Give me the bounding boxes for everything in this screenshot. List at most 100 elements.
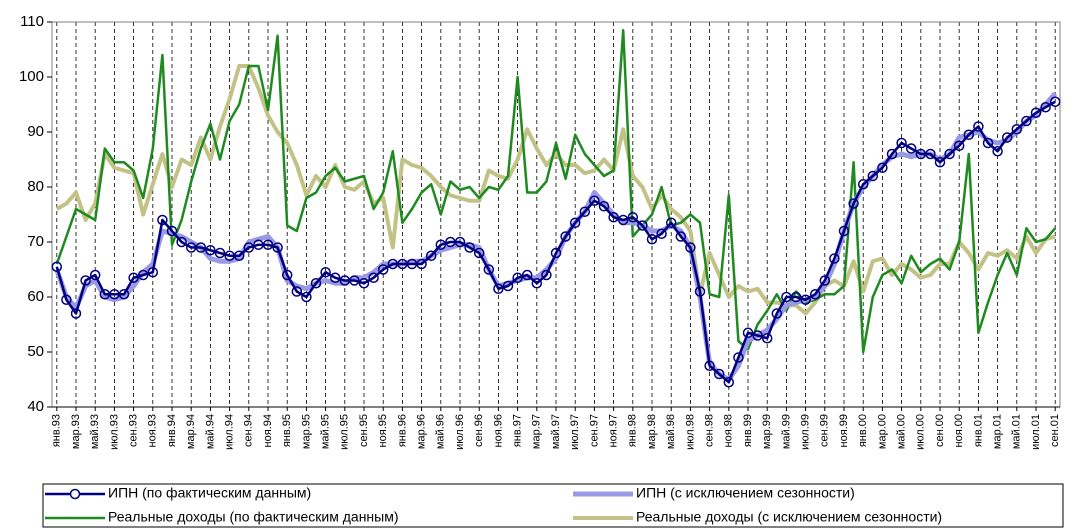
x-tick-label: сен.01 (1049, 414, 1061, 447)
x-tick-label: янв.98 (627, 414, 639, 447)
point (704, 360, 715, 371)
point (195, 242, 207, 253)
point (541, 269, 552, 281)
x-tick-label: янв.97 (512, 414, 524, 447)
x-tick-label: май.93 (89, 414, 101, 449)
point (349, 275, 360, 286)
point (752, 330, 763, 341)
x-tick-label: ноя.99 (838, 414, 850, 447)
point (329, 272, 341, 283)
x-tick-label: май.98 (665, 414, 677, 449)
point (358, 278, 370, 289)
point (656, 228, 667, 239)
point (377, 264, 389, 275)
x-tick-label: май.97 (550, 414, 562, 449)
x-tick-label: янв.93 (51, 414, 63, 447)
x-tick-label: июл.94 (224, 414, 236, 450)
point (425, 250, 437, 261)
x-tick-label: июл.93 (108, 414, 120, 450)
point (262, 239, 274, 250)
x-tick-label: мар.94 (185, 414, 197, 449)
x-tick-label: мар.98 (646, 414, 658, 449)
point (137, 269, 149, 281)
point (953, 140, 965, 151)
point (944, 148, 955, 160)
point (281, 269, 293, 281)
point (118, 289, 130, 300)
point (233, 250, 245, 261)
point (617, 214, 629, 226)
x-tick-label: июл.95 (339, 414, 351, 450)
point (301, 291, 312, 303)
point (627, 212, 639, 223)
point (550, 247, 562, 259)
point (243, 242, 255, 253)
point (1021, 115, 1032, 127)
x-tick-label: май.99 (780, 414, 792, 449)
point (809, 289, 821, 300)
x-tick-label: мар.00 (876, 414, 888, 449)
point (214, 247, 226, 259)
point (147, 267, 159, 278)
point (320, 267, 331, 278)
point (925, 148, 936, 160)
point (473, 247, 485, 259)
legend-label: ИПН (с исключением сезонности) (636, 485, 855, 501)
point (723, 377, 735, 388)
point (877, 162, 888, 173)
point (598, 201, 610, 212)
point (70, 308, 82, 319)
x-tick-label: сен.94 (243, 414, 255, 447)
point (157, 214, 168, 226)
point (982, 137, 994, 149)
legend-label: ИПН (по фактическим данным) (108, 485, 311, 501)
x-tick-label: май.01 (1011, 414, 1023, 449)
x-tick-label: янв.01 (972, 414, 984, 447)
x-tick-label: сен.97 (588, 414, 600, 447)
x-tick-label: сен.00 (934, 414, 946, 447)
point (205, 245, 216, 256)
point (89, 269, 101, 281)
y-tick-label: 60 (27, 288, 44, 305)
point (761, 333, 773, 344)
point (310, 278, 322, 289)
point (934, 157, 946, 168)
x-tick-label: сен.99 (819, 414, 831, 447)
point (512, 272, 523, 283)
point (589, 195, 600, 206)
point (733, 352, 744, 363)
y-tick-label: 110 (20, 13, 44, 30)
x-tick-label: сен.93 (128, 414, 140, 447)
x-tick-label: сен.96 (473, 414, 485, 447)
y-tick-label: 100 (19, 68, 44, 85)
point (502, 280, 514, 292)
point (608, 212, 619, 223)
point (521, 269, 533, 281)
x-tick-label: янв.99 (742, 414, 754, 447)
y-tick-label: 40 (27, 398, 44, 415)
x-tick-label: мар.95 (300, 414, 312, 449)
x-tick-label: ноя.97 (608, 414, 620, 447)
legend-box (42, 483, 1064, 528)
point (272, 242, 283, 253)
y-tick-label: 80 (27, 178, 44, 195)
point (665, 217, 677, 228)
point (291, 286, 303, 297)
point (493, 283, 504, 294)
point (963, 129, 975, 140)
x-tick-label: сен.95 (358, 414, 370, 447)
point (579, 206, 591, 217)
x-tick-label: ноя.94 (262, 414, 274, 447)
point (176, 236, 187, 248)
point (992, 146, 1003, 157)
series-line (55, 100, 1056, 384)
x-tick-label: ноя.96 (492, 414, 504, 447)
x-tick-label: ноя.95 (377, 414, 389, 447)
point (857, 179, 869, 190)
point (483, 264, 495, 275)
point (637, 220, 648, 231)
x-tick-label: мар.93 (70, 414, 82, 449)
point (694, 286, 706, 297)
